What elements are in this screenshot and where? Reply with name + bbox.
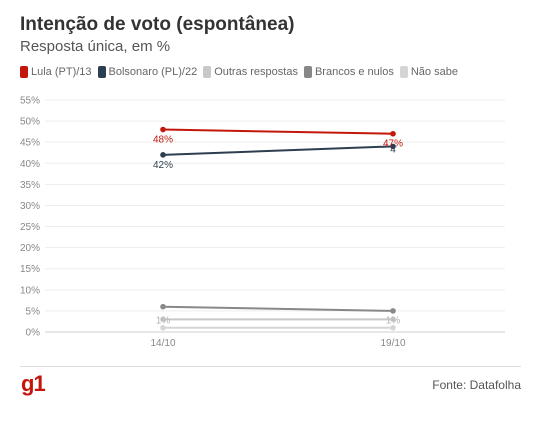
data-label: 4 [390, 144, 396, 155]
legend-label: Brancos e nulos [314, 66, 394, 78]
data-label: 1% [156, 315, 171, 326]
data-point [390, 130, 396, 137]
legend-label: Não sabe [410, 66, 458, 78]
legend-label: Outras respostas [214, 66, 298, 78]
data-label: 47% [383, 139, 403, 150]
chart-title: Intenção de voto (espontânea) [20, 14, 295, 35]
legend-swatch [303, 66, 312, 78]
y-tick-label: 5% [26, 306, 41, 317]
y-tick-label: 45% [20, 138, 40, 149]
y-tick-label: 40% [20, 159, 40, 170]
footer-divider [20, 366, 521, 367]
source-text: Fonte: Datafolha [432, 378, 521, 392]
legend-label: Bolsonaro (PL)/22 [108, 66, 198, 78]
data-point [390, 143, 396, 150]
data-label: 42% [153, 160, 173, 171]
line-chart: 0% 5% 10% 15% 20% 25% 30% 35% 40% 45% 50% 55% 14/10 1… [20, 96, 505, 349]
y-tick-label: 15% [20, 264, 40, 275]
y-tick-label: 10% [20, 285, 40, 296]
legend-item[interactable]: Brancos e nulos [303, 66, 394, 78]
legend-item[interactable]: Bolsonaro (PL)/22 [97, 66, 198, 78]
legend-item[interactable]: Lula (PT)/13 [20, 66, 92, 78]
series-line [162, 305, 394, 312]
y-tick-label: 30% [20, 201, 40, 212]
legend-swatch [20, 66, 28, 78]
data-label: 1% [386, 315, 401, 326]
y-tick-label: 55% [20, 96, 40, 107]
data-point [160, 126, 166, 133]
chart-subtitle: Resposta única, em % [20, 38, 171, 55]
g1-logo: g1 [21, 371, 46, 396]
legend-swatch [97, 66, 106, 78]
x-tick-label: 19/10 [380, 338, 405, 349]
y-tick-label: 20% [20, 243, 40, 254]
legend-label: Lula (PT)/13 [31, 66, 92, 78]
legend-swatch [399, 66, 408, 78]
series-line [162, 128, 394, 135]
chart-legend: Lula (PT)/13 Bolsonaro (PL)/22 Outras resp… [20, 66, 464, 78]
data-point [390, 316, 396, 323]
data-point [160, 303, 166, 310]
legend-item[interactable]: Outras respostas [203, 66, 298, 78]
y-tick-label: 25% [20, 222, 40, 233]
data-point [390, 308, 396, 314]
legend-item[interactable]: Não sabe [399, 66, 458, 78]
data-point [160, 316, 166, 323]
y-tick-label: 50% [20, 117, 40, 128]
data-point [160, 324, 166, 331]
y-tick-label: 35% [20, 180, 40, 191]
data-point [160, 152, 166, 158]
series-line [162, 145, 394, 156]
y-tick-label: 0% [26, 328, 41, 339]
legend-swatch [203, 66, 212, 78]
data-label: 48% [153, 135, 173, 146]
data-point [390, 324, 396, 331]
x-tick-label: 14/10 [150, 338, 175, 349]
